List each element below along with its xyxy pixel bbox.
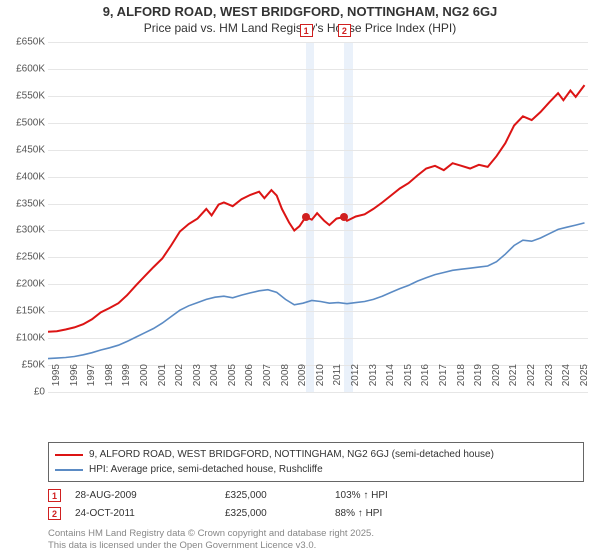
- sale-marker-icon: 2: [338, 24, 351, 37]
- y-axis-label: £650K: [1, 37, 45, 48]
- legend-box: 9, ALFORD ROAD, WEST BRIDGFORD, NOTTINGH…: [48, 442, 584, 482]
- series-line: [48, 223, 585, 359]
- y-axis-label: £200K: [1, 279, 45, 290]
- plot-area: 12: [48, 42, 588, 392]
- footer-line: Contains HM Land Registry data © Crown c…: [48, 528, 374, 540]
- sale-date: 28-AUG-2009: [75, 490, 225, 501]
- sale-price: £325,000: [225, 508, 335, 519]
- y-axis-label: £550K: [1, 90, 45, 101]
- line-series: [48, 42, 588, 392]
- y-axis-label: £400K: [1, 171, 45, 182]
- y-axis-label: £600K: [1, 63, 45, 74]
- sale-dot-icon: [340, 213, 348, 221]
- y-axis-label: £100K: [1, 333, 45, 344]
- table-row: 2 24-OCT-2011 £325,000 88% ↑ HPI: [48, 504, 584, 522]
- y-axis-label: £500K: [1, 117, 45, 128]
- sale-price: £325,000: [225, 490, 335, 501]
- y-axis-label: £250K: [1, 252, 45, 263]
- sale-dot-icon: [302, 213, 310, 221]
- legend-item: 9, ALFORD ROAD, WEST BRIDGFORD, NOTTINGH…: [55, 447, 577, 462]
- footer-line: This data is licensed under the Open Gov…: [48, 540, 374, 552]
- legend-label: HPI: Average price, semi-detached house,…: [89, 464, 323, 475]
- y-axis-label: £50K: [1, 360, 45, 371]
- sale-marker-icon: 2: [48, 507, 61, 520]
- chart-area: 12 £0 £50K £100K £150K £200K £250K £300K £350K £…: [0, 42, 600, 432]
- chart-container: 9, ALFORD ROAD, WEST BRIDGFORD, NOTTINGH…: [0, 0, 600, 560]
- table-row: 1 28-AUG-2009 £325,000 103% ↑ HPI: [48, 486, 584, 504]
- sale-marker-icon: 1: [300, 24, 313, 37]
- sale-hpi: 103% ↑ HPI: [335, 490, 455, 501]
- legend-swatch: [55, 469, 83, 471]
- title-address: 9, ALFORD ROAD, WEST BRIDGFORD, NOTTINGH…: [0, 4, 600, 19]
- sale-hpi: 88% ↑ HPI: [335, 508, 455, 519]
- y-axis-label: £150K: [1, 306, 45, 317]
- sale-date: 24-OCT-2011: [75, 508, 225, 519]
- footer-attribution: Contains HM Land Registry data © Crown c…: [48, 528, 374, 552]
- sale-marker-icon: 1: [48, 489, 61, 502]
- y-axis-label: £300K: [1, 225, 45, 236]
- series-line: [48, 85, 585, 332]
- sales-table: 1 28-AUG-2009 £325,000 103% ↑ HPI 2 24-O…: [48, 486, 584, 522]
- legend-swatch: [55, 454, 83, 456]
- y-axis-label: £450K: [1, 144, 45, 155]
- y-axis-label: £350K: [1, 198, 45, 209]
- y-axis-label: £0: [1, 387, 45, 398]
- legend-item: HPI: Average price, semi-detached house,…: [55, 462, 577, 477]
- legend-label: 9, ALFORD ROAD, WEST BRIDGFORD, NOTTINGH…: [89, 449, 494, 460]
